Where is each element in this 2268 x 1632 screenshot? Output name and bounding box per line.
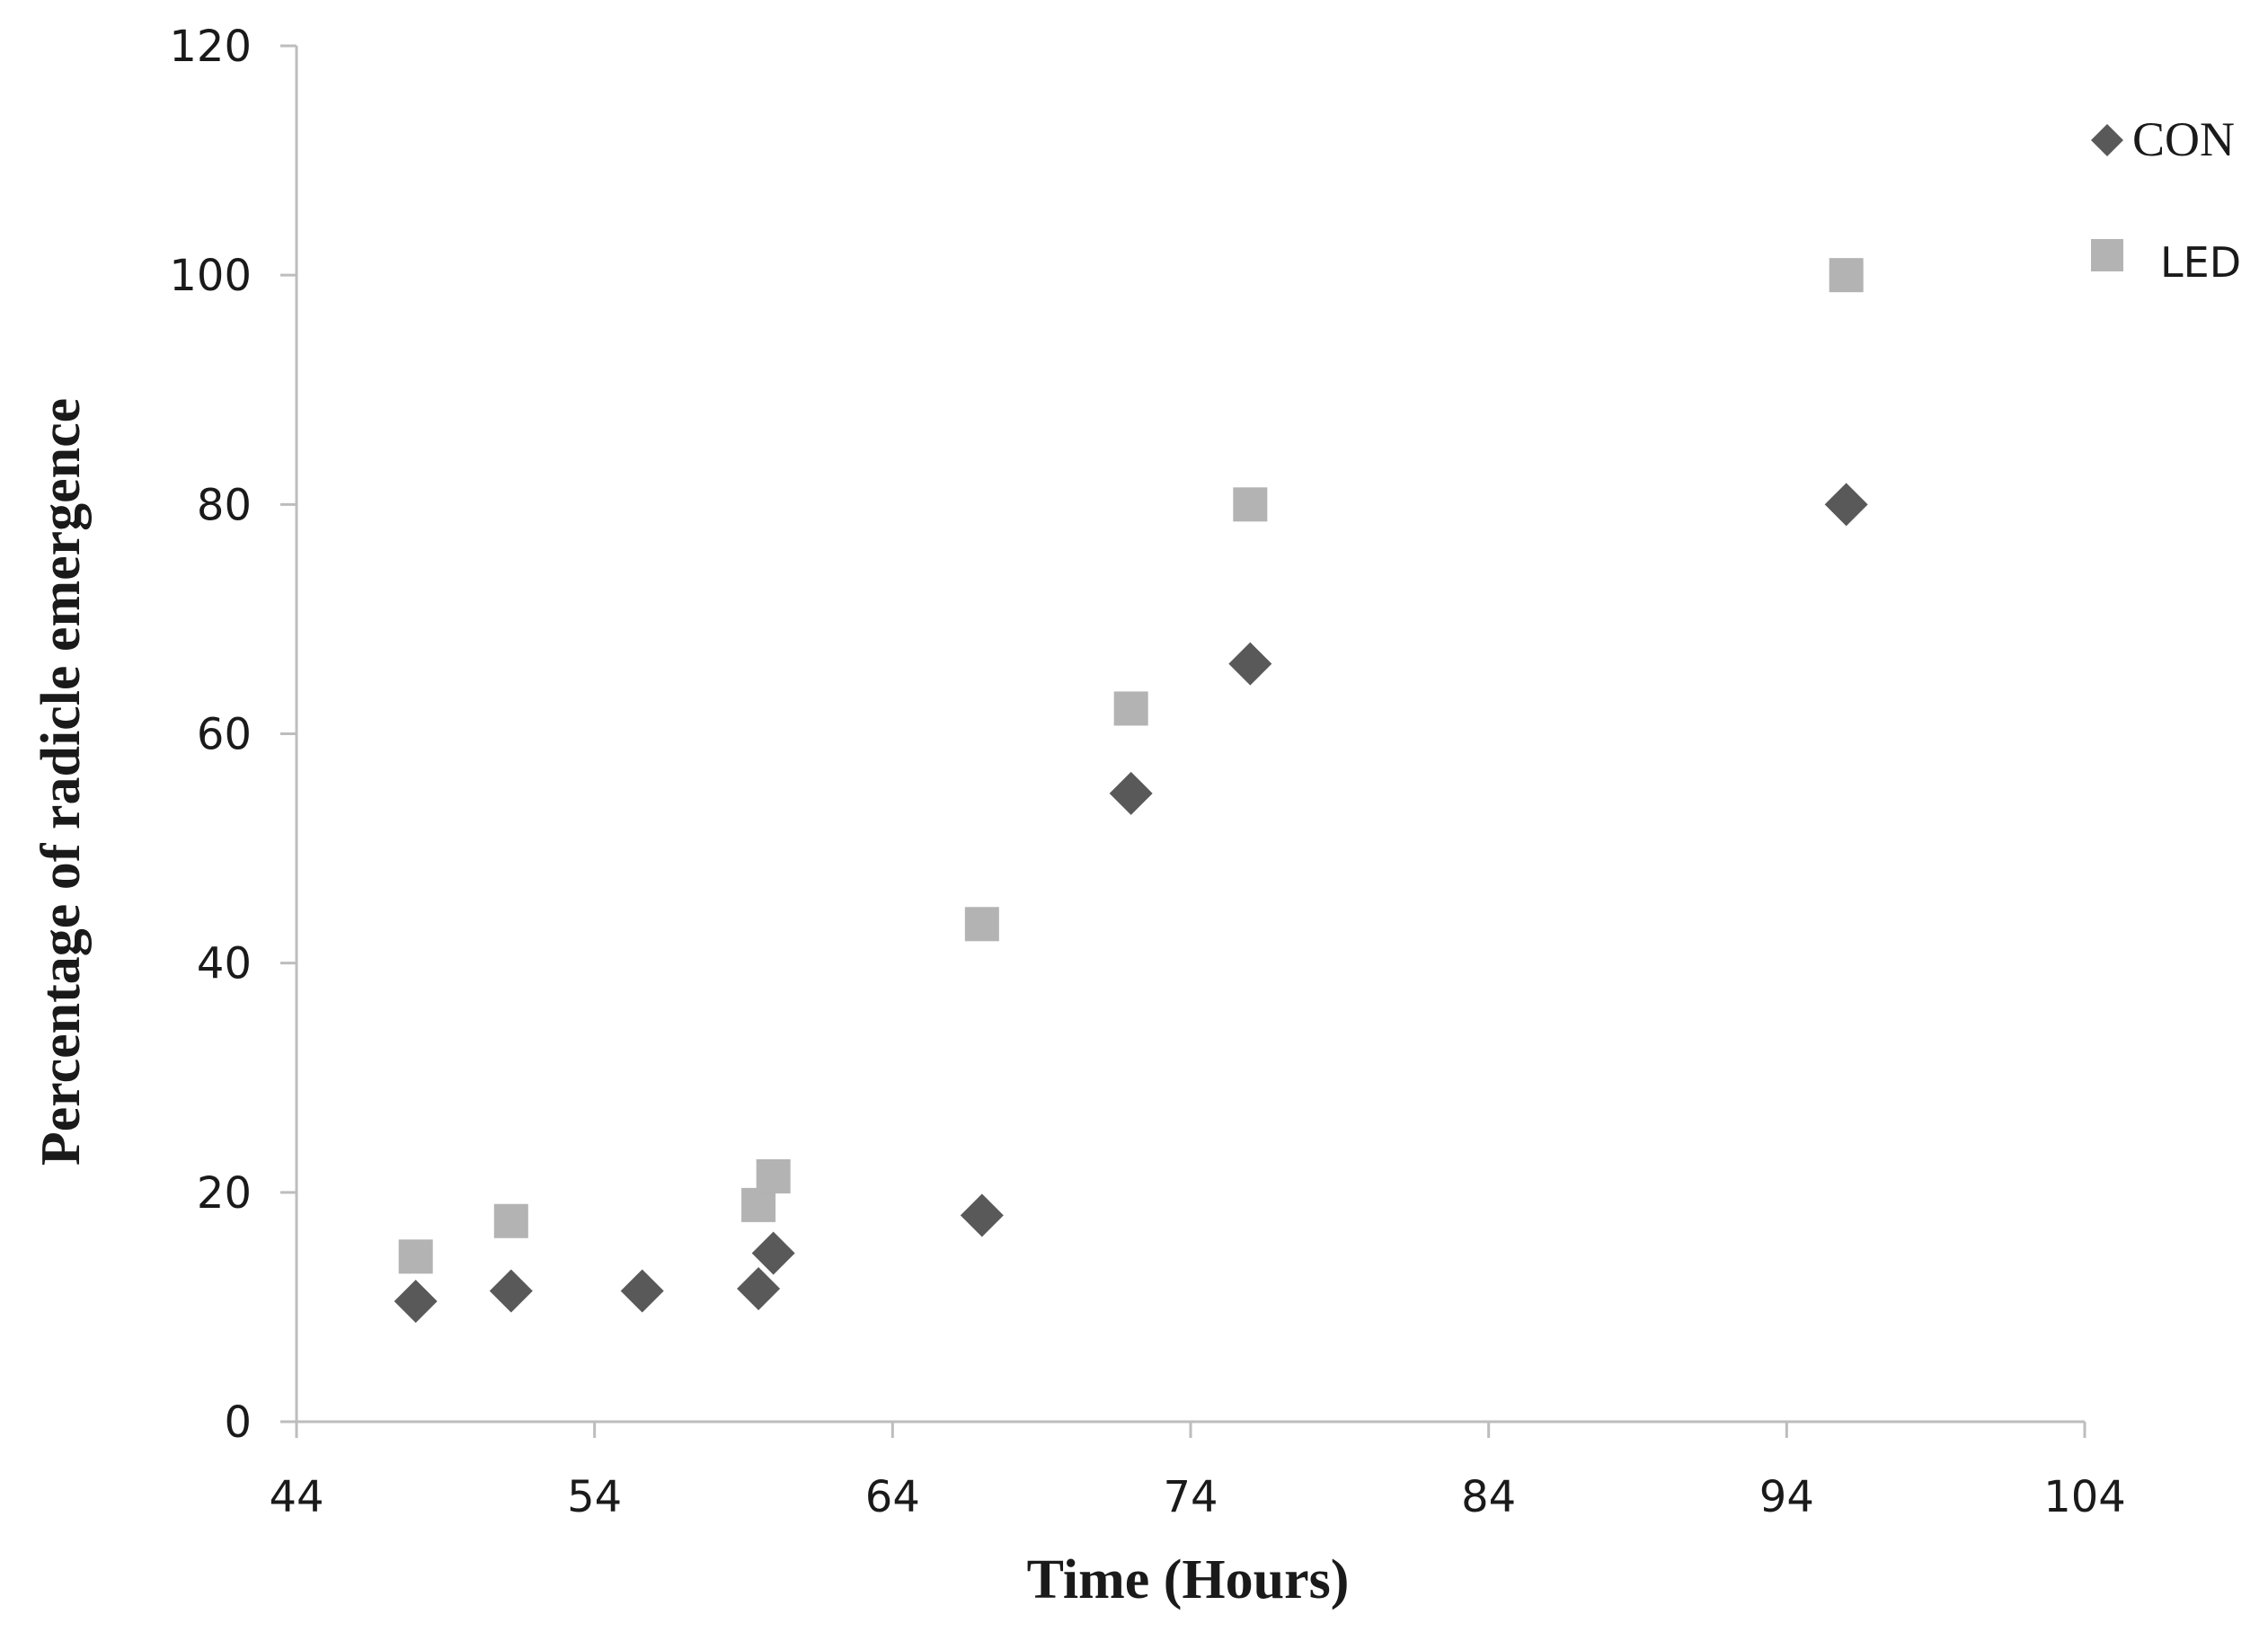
x-axis-ticks: 44 54 64 74 84 94 104	[269, 1422, 2126, 1522]
data-point-con	[489, 1269, 533, 1313]
axes	[295, 46, 2085, 1424]
y-tick-label: 80	[197, 480, 252, 530]
x-tick-label: 54	[567, 1472, 622, 1522]
legend-marker-led-square-icon	[2091, 239, 2123, 271]
legend-item-led: LED	[2091, 238, 2241, 287]
data-point-led	[493, 1203, 528, 1238]
legend: CON LED	[2091, 112, 2241, 287]
y-tick-label: 60	[197, 710, 252, 760]
data-point-led	[756, 1158, 791, 1193]
data-point-con	[1228, 642, 1272, 686]
legend-label-led: LED	[2160, 238, 2241, 287]
x-tick-label: 94	[1759, 1472, 1814, 1522]
data-point-con	[737, 1267, 781, 1311]
x-tick-label: 104	[2043, 1472, 2126, 1522]
data-point-led	[398, 1239, 433, 1274]
y-tick-label: 100	[169, 251, 252, 301]
legend-marker-con-diamond-icon	[2091, 124, 2123, 156]
y-tick-label: 20	[197, 1168, 252, 1219]
x-tick-label: 64	[865, 1472, 920, 1522]
data-point-con	[394, 1280, 438, 1324]
legend-label-con: CON	[2132, 112, 2235, 166]
y-tick-label: 120	[169, 22, 252, 72]
y-tick-label: 40	[197, 939, 252, 989]
x-tick-label: 44	[269, 1472, 323, 1522]
x-tick-label: 84	[1461, 1472, 1516, 1522]
data-point-con	[620, 1269, 664, 1313]
data-point-led	[964, 907, 999, 942]
x-axis-title: Time (Hours)	[1027, 1549, 1350, 1610]
data-point-led	[1829, 258, 1864, 293]
x-tick-label: 74	[1163, 1472, 1218, 1522]
data-point-con	[960, 1193, 1004, 1237]
data-point-con	[1824, 483, 1868, 527]
y-axis-ticks: 0 20 40 60 80 100 120	[169, 22, 297, 1448]
data-point-con	[751, 1231, 795, 1275]
legend-item-con: CON	[2091, 112, 2235, 166]
y-axis-title: Percentage of radicle emergence	[31, 398, 92, 1166]
data-points	[394, 258, 1868, 1324]
data-point-led	[1233, 487, 1268, 522]
data-point-con	[1109, 771, 1153, 815]
data-point-led	[741, 1187, 776, 1222]
data-point-led	[1113, 691, 1148, 726]
y-tick-label: 0	[224, 1397, 252, 1448]
